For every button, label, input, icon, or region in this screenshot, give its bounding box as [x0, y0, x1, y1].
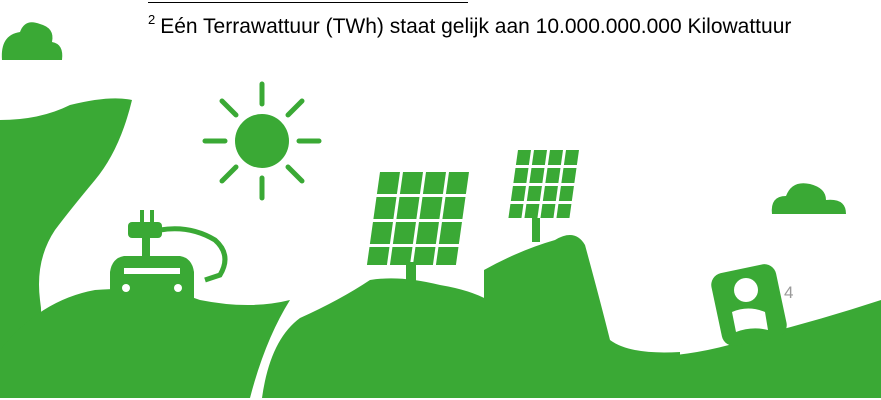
footnote-marker: 2: [148, 12, 155, 27]
page: 2 Eén Terrawattuur (TWh) staat gelijk aan…: [0, 0, 881, 400]
page-number: 4: [784, 283, 793, 303]
illustration: [0, 0, 881, 400]
footnote: 2 Eén Terrawattuur (TWh) staat gelijk aan…: [148, 12, 791, 39]
footnote-text: Eén Terrawattuur (TWh) staat gelijk aan …: [160, 15, 791, 38]
footnote-rule: [148, 2, 468, 3]
